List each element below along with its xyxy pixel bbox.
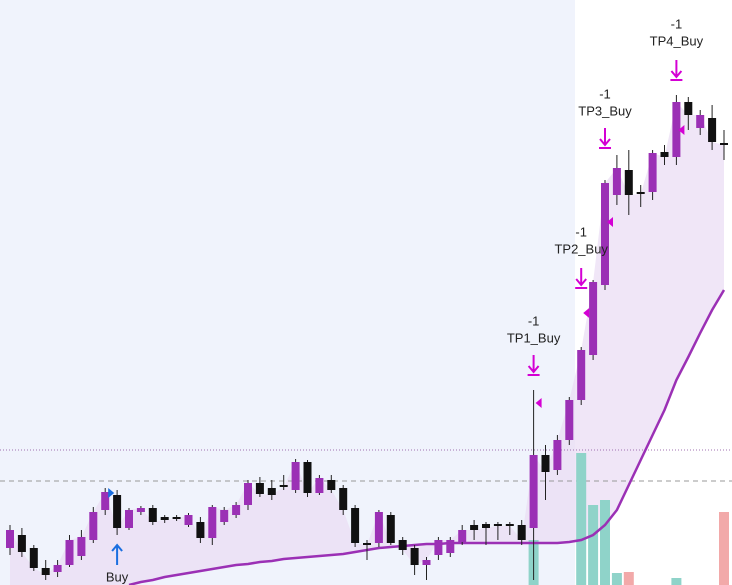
candle-body bbox=[470, 525, 479, 530]
signal-label: TP3_Buy bbox=[578, 103, 632, 118]
candle-body bbox=[708, 118, 717, 142]
candle-body bbox=[624, 170, 633, 195]
signal-marker bbox=[607, 217, 613, 227]
candle-body bbox=[41, 568, 50, 575]
buy-marker bbox=[108, 488, 115, 498]
signal-arrow bbox=[599, 128, 611, 149]
candle-body bbox=[612, 168, 621, 195]
candle-body bbox=[148, 508, 157, 522]
candle-body bbox=[29, 548, 38, 568]
histogram-bar bbox=[588, 505, 599, 585]
candle-body bbox=[434, 540, 443, 555]
candle-body bbox=[410, 548, 419, 565]
candle-body bbox=[505, 524, 514, 526]
candle-body bbox=[244, 483, 252, 505]
candle-body bbox=[672, 102, 681, 157]
candle-body bbox=[196, 522, 205, 538]
buy-label: Buy bbox=[106, 569, 129, 584]
candle-body bbox=[125, 510, 133, 528]
candle-body bbox=[327, 480, 336, 490]
candle-body bbox=[339, 488, 348, 510]
candle-body bbox=[422, 560, 431, 565]
candle-body bbox=[291, 462, 300, 490]
signal-label: TP2_Buy bbox=[554, 241, 608, 256]
candle-body bbox=[17, 535, 26, 552]
histogram-bar bbox=[719, 512, 729, 585]
signal-label: TP1_Buy bbox=[507, 330, 561, 345]
candle-body bbox=[684, 102, 693, 115]
candle-body bbox=[660, 152, 669, 157]
candle-body bbox=[53, 565, 62, 572]
candle-body bbox=[101, 492, 110, 510]
candle-body bbox=[220, 510, 229, 522]
candle-body bbox=[65, 540, 74, 565]
signal-qty: -1 bbox=[671, 16, 683, 31]
candle-body bbox=[315, 478, 324, 493]
candle-body bbox=[386, 515, 395, 543]
signal-arrow bbox=[575, 268, 588, 289]
candle-body bbox=[493, 524, 502, 526]
candle-body bbox=[6, 530, 14, 548]
candle-body bbox=[529, 455, 538, 528]
candle-body bbox=[601, 183, 609, 285]
candle-body bbox=[577, 350, 586, 400]
signal-arrow bbox=[527, 355, 540, 376]
signal-label: TP4_Buy bbox=[650, 33, 704, 48]
candle-body bbox=[136, 508, 145, 512]
moving-average bbox=[128, 289, 726, 585]
candle-body bbox=[648, 153, 657, 192]
candle-body bbox=[208, 507, 217, 538]
candle-body bbox=[279, 485, 288, 487]
candle-body bbox=[446, 540, 455, 553]
signal-arrow bbox=[670, 60, 683, 81]
signal-qty: -1 bbox=[599, 86, 611, 101]
candle-body bbox=[232, 505, 241, 515]
candle-body bbox=[696, 115, 705, 128]
histogram-bar bbox=[600, 500, 610, 585]
signal-marker bbox=[678, 125, 685, 135]
signal-marker bbox=[535, 398, 542, 408]
candle-body bbox=[160, 517, 169, 520]
candle-body bbox=[303, 462, 312, 493]
buy-arrow bbox=[111, 543, 123, 565]
candle-body bbox=[636, 192, 645, 194]
candle-body bbox=[398, 540, 407, 550]
candle-body bbox=[255, 483, 264, 494]
candle-body bbox=[553, 440, 562, 470]
candle-body bbox=[113, 495, 122, 528]
signal-marker bbox=[583, 308, 590, 318]
candle-body bbox=[482, 524, 490, 528]
candle-body bbox=[351, 508, 360, 543]
signal-qty: -1 bbox=[575, 224, 587, 239]
histogram-bar bbox=[671, 578, 682, 585]
candle-body bbox=[589, 282, 598, 355]
candle-body bbox=[565, 400, 574, 440]
candle-body bbox=[374, 512, 383, 543]
candle-body bbox=[172, 517, 181, 519]
candle-body bbox=[184, 515, 193, 525]
candle-body bbox=[458, 530, 467, 542]
histogram-bar bbox=[611, 573, 622, 585]
candle-body bbox=[267, 488, 276, 495]
histogram-bar bbox=[623, 572, 634, 585]
histogram-bar bbox=[576, 453, 587, 585]
signal-qty: -1 bbox=[528, 313, 540, 328]
candle-body bbox=[77, 537, 86, 556]
candle-body bbox=[720, 143, 728, 145]
candle-body bbox=[541, 455, 550, 472]
candle-body bbox=[89, 512, 98, 540]
candle-body bbox=[363, 543, 371, 545]
candle-body bbox=[517, 525, 526, 540]
